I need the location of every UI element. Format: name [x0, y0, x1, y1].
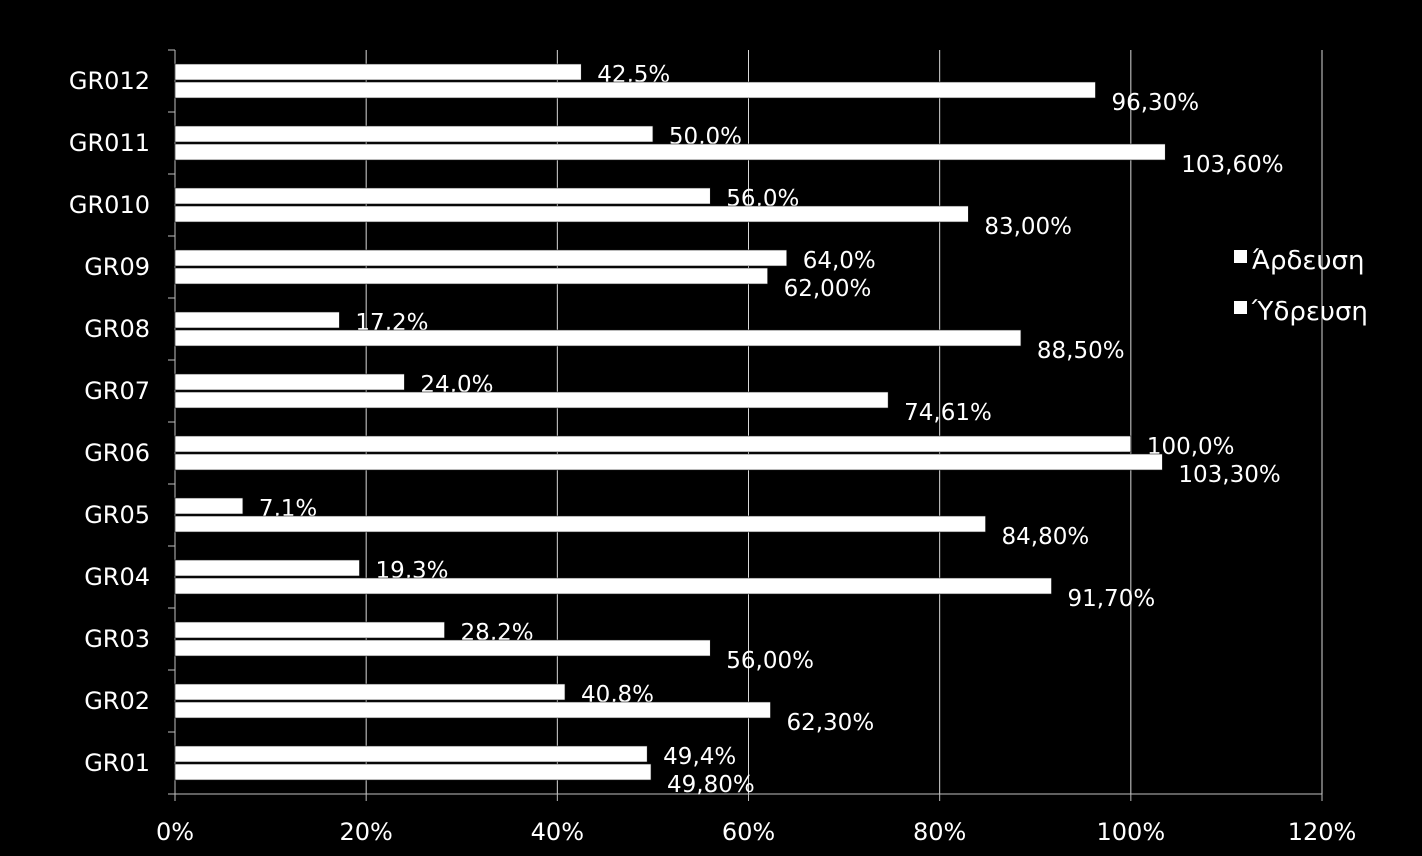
- x-tick-label: 80%: [913, 818, 966, 846]
- bar-ardeusi: [174, 497, 244, 515]
- data-label-ydreusi: 103,30%: [1178, 462, 1280, 488]
- data-label-ydreusi: 88,50%: [1037, 338, 1125, 364]
- bar-ydreusi: [174, 577, 1052, 595]
- category-label: GR011: [69, 129, 150, 157]
- data-label-ydreusi: 62,30%: [786, 710, 874, 736]
- bar-ardeusi: [174, 373, 405, 391]
- bar-ardeusi: [174, 745, 648, 763]
- x-tick-label: 100%: [1097, 818, 1166, 846]
- bar-ydreusi: [174, 81, 1096, 99]
- bar-ydreusi: [174, 701, 771, 719]
- legend-swatch: [1234, 250, 1247, 263]
- category-label: GR08: [84, 315, 150, 343]
- bar-ydreusi: [174, 639, 711, 657]
- data-label-ydreusi: 56,00%: [726, 648, 814, 674]
- x-tick-label: 0%: [156, 818, 194, 846]
- data-label-ydreusi: 91,70%: [1067, 586, 1155, 612]
- category-label: GR06: [84, 439, 150, 467]
- data-label-ardeusi: 64,0%: [803, 248, 876, 274]
- bar-ardeusi: [174, 249, 788, 267]
- bar-ydreusi: [174, 329, 1022, 347]
- legend-label: Ύδρευση: [1251, 297, 1368, 327]
- bar-ardeusi: [174, 435, 1132, 453]
- bar-ydreusi: [174, 515, 986, 533]
- bar-ardeusi: [174, 125, 654, 143]
- category-label: GR05: [84, 501, 150, 529]
- category-label: GR010: [69, 191, 150, 219]
- category-label: GR03: [84, 625, 150, 653]
- category-label: GR02: [84, 687, 150, 715]
- bar-ydreusi: [174, 205, 969, 223]
- data-label-ydreusi: 74,61%: [904, 400, 992, 426]
- bar-ardeusi: [174, 559, 360, 577]
- bar-ardeusi: [174, 311, 340, 329]
- bar-ydreusi: [174, 763, 652, 781]
- x-tick-label: 60%: [722, 818, 775, 846]
- data-label-ydreusi: 62,00%: [784, 276, 872, 302]
- category-label: GR04: [84, 563, 150, 591]
- category-label: GR01: [84, 749, 150, 777]
- category-label: GR012: [69, 67, 150, 95]
- data-label-ydreusi: 49,80%: [667, 772, 755, 798]
- legend-swatch: [1234, 301, 1247, 314]
- x-tick-label: 40%: [531, 818, 584, 846]
- bar-ardeusi: [174, 683, 566, 701]
- bar-ydreusi: [174, 391, 889, 409]
- category-label: GR09: [84, 253, 150, 281]
- bar-ardeusi: [174, 187, 711, 205]
- bar-ydreusi: [174, 143, 1166, 161]
- data-label-ydreusi: 96,30%: [1111, 90, 1199, 116]
- bar-ardeusi: [174, 63, 582, 81]
- data-label-ydreusi: 83,00%: [984, 214, 1072, 240]
- data-label-ydreusi: 103,60%: [1181, 152, 1283, 178]
- category-label: GR07: [84, 377, 150, 405]
- bar-ydreusi: [174, 453, 1163, 471]
- bar-ardeusi: [174, 621, 445, 639]
- data-label-ardeusi: 49,4%: [663, 744, 736, 770]
- legend-label: Άρδευση: [1252, 246, 1364, 276]
- x-tick-label: 120%: [1288, 818, 1357, 846]
- bar-ydreusi: [174, 267, 768, 285]
- x-tick-label: 20%: [339, 818, 392, 846]
- data-label-ydreusi: 84,80%: [1002, 524, 1090, 550]
